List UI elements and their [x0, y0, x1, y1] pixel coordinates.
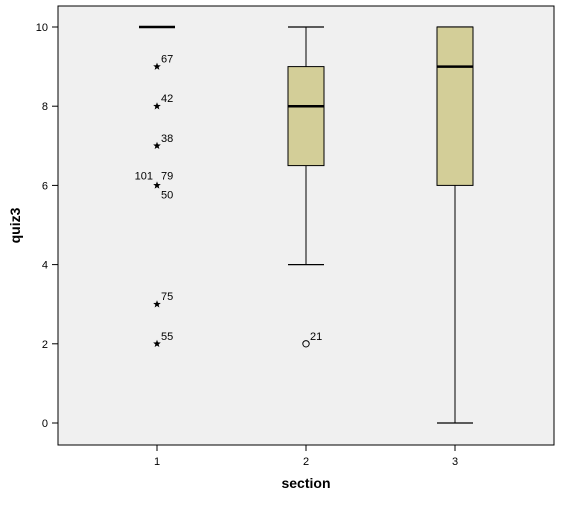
- outlier-marker-star: [153, 300, 161, 308]
- y-axis-title: quiz3: [7, 207, 23, 243]
- y-tick-label: 8: [42, 101, 48, 113]
- boxes-group: [139, 25, 474, 424]
- iqr-box: [436, 26, 474, 186]
- outlier-marker-star: [153, 339, 161, 348]
- box-section-3: [436, 26, 474, 424]
- x-tick-label: 2: [303, 456, 309, 468]
- x-tick-label: 1: [154, 456, 160, 468]
- outliers-group: 67 42 38 101 79 50 75 55 21: [135, 54, 322, 348]
- outlier-marker-circle: [302, 340, 310, 348]
- outlier-label: 79: [161, 170, 173, 182]
- y-tick-label: 0: [42, 418, 48, 430]
- y-tick-label: 4: [42, 260, 48, 272]
- y-axis: 0 2 4 6 8 10: [36, 22, 58, 430]
- outlier-marker-star: [153, 102, 161, 110]
- outlier-label: 42: [161, 93, 173, 105]
- outlier-marker-star: [153, 181, 161, 189]
- outlier-label: 38: [161, 133, 173, 145]
- outlier-label: 75: [161, 291, 173, 303]
- outlier-marker-star: [153, 141, 161, 150]
- y-tick-label: 6: [42, 180, 48, 192]
- y-tick-label: 2: [42, 339, 48, 351]
- y-tick-label: 10: [36, 22, 48, 34]
- x-tick-label: 3: [452, 456, 458, 468]
- outlier-marker-star: [153, 62, 161, 70]
- x-axis: 1 2 3: [154, 445, 458, 468]
- iqr-box: [287, 66, 325, 167]
- outlier-label: 67: [161, 54, 173, 66]
- outlier-label: 101: [135, 170, 153, 182]
- x-axis-title: section: [281, 475, 330, 491]
- box-section-2: [287, 26, 325, 266]
- outlier-label: 50: [161, 189, 173, 201]
- outlier-label: 21: [310, 331, 322, 343]
- outlier-label: 55: [161, 331, 173, 343]
